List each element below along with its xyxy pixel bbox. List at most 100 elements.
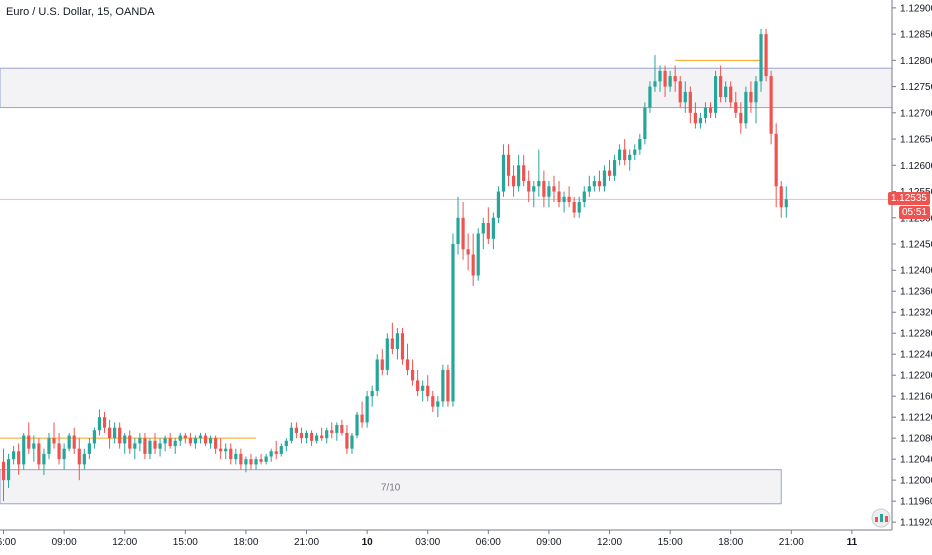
candle-body <box>582 191 586 203</box>
candle-body <box>87 443 91 454</box>
candle-body <box>643 107 647 140</box>
current-price-badge: 1.12535 <box>887 192 930 206</box>
tradingview-logo-icon[interactable] <box>868 508 894 528</box>
candle-body <box>1 461 6 481</box>
candle-body <box>456 217 460 245</box>
candle-body <box>471 254 475 276</box>
candle-body <box>648 86 652 108</box>
candle-body <box>426 385 430 397</box>
candle-body <box>734 102 738 113</box>
price-tick-label: 1.11920 <box>900 518 932 529</box>
time-tick-label: 12:00 <box>112 537 137 548</box>
candle-body <box>67 435 71 449</box>
candle-body <box>148 440 152 454</box>
chart-title: Euro / U.S. Dollar, 15, OANDA <box>6 6 155 18</box>
time-tick-label: 12:00 <box>597 537 622 548</box>
price-tick-label: 1.12200 <box>900 371 932 382</box>
candles-layer <box>1 28 788 502</box>
price-tick-label: 1.12240 <box>900 350 932 361</box>
candle-body <box>279 446 283 454</box>
candle-body <box>673 76 677 82</box>
candle-body <box>567 196 571 203</box>
candle-body <box>330 430 334 433</box>
candle-body <box>607 170 612 176</box>
candle-body <box>592 181 596 187</box>
candle-body <box>219 448 223 452</box>
candle-body <box>517 165 521 187</box>
candle-body <box>749 91 753 103</box>
candle-body <box>153 440 157 449</box>
candle-body <box>360 414 364 423</box>
candle-body <box>254 459 258 465</box>
price-tick-label: 1.12320 <box>900 308 932 319</box>
candle-body <box>451 244 455 402</box>
candle-body <box>759 34 763 82</box>
candle-body <box>133 443 137 449</box>
candle-body <box>612 160 617 176</box>
candle-body <box>506 154 511 176</box>
candle-body <box>481 223 485 234</box>
candle-body <box>597 181 602 187</box>
candle-body <box>511 175 516 187</box>
candle-body <box>264 456 268 462</box>
price-tick-label: 1.12080 <box>900 434 932 445</box>
candle-body <box>118 427 122 444</box>
candle-body <box>12 451 16 460</box>
candle-body <box>784 199 788 208</box>
candle-body <box>138 438 142 444</box>
candle-body <box>198 435 203 439</box>
candle-body <box>97 417 102 431</box>
candle-body <box>527 181 531 192</box>
price-tick-label: 1.12160 <box>900 392 932 403</box>
price-tick-label: 1.12360 <box>900 287 932 298</box>
candle-body <box>739 112 743 124</box>
candle-body <box>82 453 86 465</box>
candle-body <box>577 202 581 213</box>
candle-body <box>42 453 46 465</box>
candle-body <box>708 107 713 113</box>
candle-body <box>501 154 506 192</box>
candle-body <box>259 459 263 462</box>
candle-body <box>466 249 470 255</box>
candle-body <box>229 448 233 460</box>
time-tick-label: 06:00 <box>476 537 501 548</box>
candle-body <box>289 427 293 441</box>
candle-body <box>335 425 339 433</box>
candle-body <box>476 233 480 276</box>
candle-body <box>214 438 218 449</box>
candle-body <box>719 76 723 98</box>
candle-body <box>754 81 758 103</box>
candle-body <box>774 133 778 187</box>
candle-body <box>188 438 192 444</box>
price-tick-label: 1.12000 <box>900 476 932 487</box>
candle-body <box>32 443 36 449</box>
time-tick-label: 10 <box>362 537 374 548</box>
price-tick-label: 1.12900 <box>900 3 932 14</box>
candle-body <box>37 443 41 465</box>
candle-body <box>713 76 718 113</box>
price-tick-label: 1.12450 <box>900 240 932 251</box>
candle-body <box>102 417 107 428</box>
time-tick-label: 03:00 <box>415 537 440 548</box>
candle-body <box>618 149 622 161</box>
candle-body <box>203 435 208 444</box>
candle-body <box>224 448 228 452</box>
candle-body <box>375 359 379 391</box>
price-tick-label: 1.12400 <box>900 266 932 277</box>
candle-body <box>143 438 147 454</box>
countdown-badge: 05:51 <box>898 206 930 220</box>
candle-body <box>158 443 162 449</box>
candle-body <box>163 438 167 444</box>
price-tick-label: 1.12120 <box>900 413 932 424</box>
time-tick-label: 06:00 <box>0 537 16 548</box>
candle-body <box>779 186 783 208</box>
candle-body <box>587 186 591 192</box>
candle-body <box>385 338 389 370</box>
time-tick-label: 09:00 <box>52 537 77 548</box>
candle-body <box>365 396 369 423</box>
candle-body <box>653 81 657 87</box>
candle-body <box>208 438 213 444</box>
